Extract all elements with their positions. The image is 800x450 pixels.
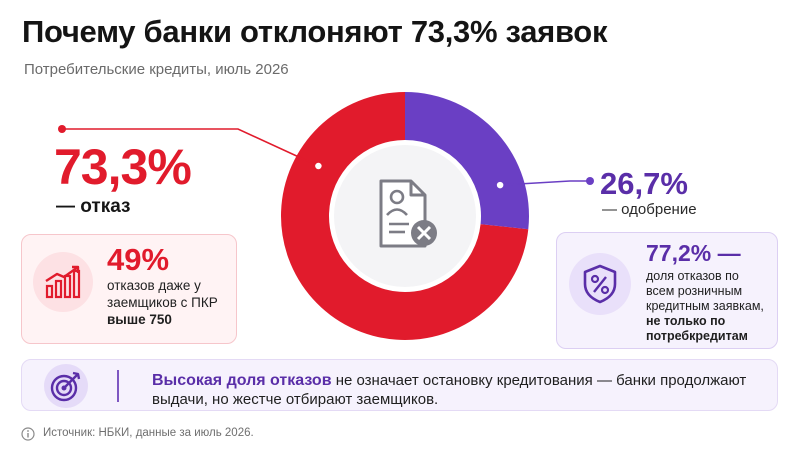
bottom-divider xyxy=(117,370,119,402)
approval-leader-dot-outer xyxy=(586,177,594,185)
chart-title: Почему банки отклоняют 73,3% заявок xyxy=(22,14,608,49)
bottom-note-text: Высокая доля отказов не означает останов… xyxy=(152,372,747,408)
source-note: Источник: НБКИ, данные за июль 2026. xyxy=(43,427,254,439)
refusal-leader-dot-ring xyxy=(313,161,324,171)
approval-value: 26,7% xyxy=(600,166,688,201)
approval-leader-line xyxy=(500,180,590,186)
approval-label: — одобрение xyxy=(602,201,697,218)
chart-subtitle: Потребительские кредиты, июль 2026 xyxy=(24,61,289,78)
bottom-note-card xyxy=(21,359,778,411)
retail-share-text: доля отказов по всем розничным кредитным… xyxy=(646,269,764,343)
high-score-text: отказов даже у заемщиков с ПКР выше 750 xyxy=(107,278,218,327)
approval-leader-dot-ring xyxy=(495,180,505,190)
target-icon xyxy=(44,364,88,408)
retail-share-value: 77,2% — xyxy=(646,240,741,266)
refusal-label: — отказ xyxy=(56,196,131,217)
document-rejected-icon xyxy=(334,145,476,287)
growth-chart-icon xyxy=(33,252,93,312)
high-score-value: 49% xyxy=(107,242,170,277)
refusal-leader-dot-outer xyxy=(58,125,66,133)
info-icon xyxy=(21,427,35,441)
refusal-leader-line xyxy=(62,128,319,167)
slice-approval xyxy=(405,92,529,230)
slice-refusal xyxy=(280,92,529,340)
percent-shield-icon xyxy=(569,253,631,315)
refusal-value: 73,3% xyxy=(54,139,192,195)
